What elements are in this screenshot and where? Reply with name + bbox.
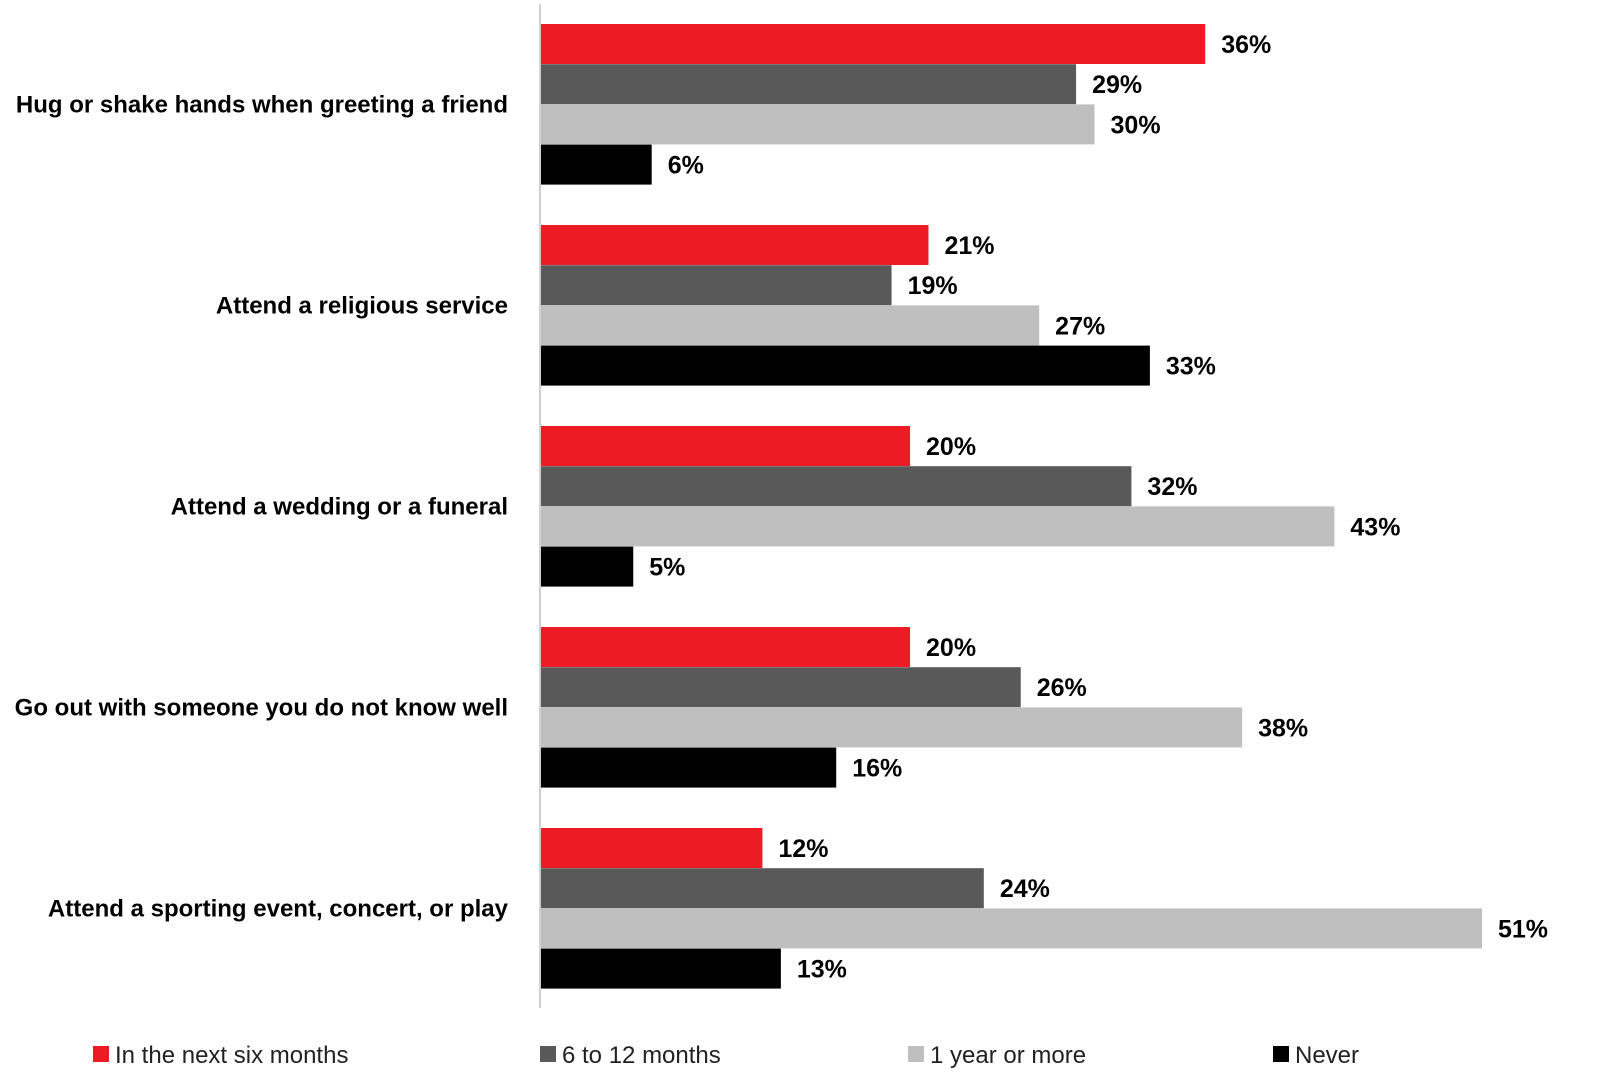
bar: [541, 948, 781, 989]
data-label: 36%: [1221, 31, 1271, 59]
data-label: 13%: [797, 956, 847, 984]
legend: In the next six months 6 to 12 months 1 ye…: [93, 1042, 1359, 1069]
bar: [541, 707, 1243, 748]
data-labels: 36% 29% 30% 6% 21% 19% 27% 33% 20% 32% 43% 5% 20% 26%…: [649, 31, 1548, 984]
data-label: 6%: [668, 152, 704, 180]
data-label: 33%: [1166, 353, 1216, 381]
legend-label: 6 to 12 months: [562, 1042, 721, 1069]
data-label: 43%: [1350, 513, 1400, 541]
category-label: Hug or shake hands when greeting a frien…: [16, 91, 508, 118]
category-label: Attend a religious service: [216, 292, 508, 319]
bar: [541, 747, 837, 788]
data-label: 27%: [1055, 312, 1105, 340]
bar: [541, 506, 1335, 547]
data-label: 30%: [1111, 111, 1161, 139]
data-label: 29%: [1092, 71, 1142, 99]
data-label: 5%: [649, 554, 685, 582]
category-label: Attend a sporting event, concert, or pla…: [48, 895, 509, 922]
category-labels: Hug or shake hands when greeting a frien…: [15, 91, 509, 922]
data-label: 21%: [944, 232, 994, 260]
data-label: 12%: [778, 835, 828, 863]
legend-label: Never: [1295, 1042, 1359, 1069]
legend-swatch: [93, 1046, 109, 1062]
data-label: 26%: [1037, 674, 1087, 702]
bar: [541, 627, 911, 667]
data-label: 20%: [926, 433, 976, 461]
bar: [541, 104, 1095, 145]
bar: [541, 305, 1040, 346]
category-label: Go out with someone you do not know well: [15, 694, 508, 721]
legend-swatch: [540, 1046, 556, 1062]
bar: [541, 64, 1077, 105]
bar: [541, 265, 892, 306]
bar: [541, 828, 763, 868]
legend-label: 1 year or more: [930, 1042, 1086, 1069]
bar: [541, 225, 929, 265]
bar: [541, 345, 1150, 386]
bar: [541, 426, 911, 466]
bar: [541, 24, 1206, 64]
bar: [541, 667, 1021, 708]
bar: [541, 144, 652, 185]
data-label: 32%: [1147, 473, 1197, 501]
category-label: Attend a wedding or a funeral: [171, 493, 508, 520]
data-label: 20%: [926, 634, 976, 662]
bar: [541, 908, 1482, 949]
bar: [541, 546, 634, 587]
data-label: 24%: [1000, 875, 1050, 903]
bar: [541, 466, 1132, 507]
legend-label: In the next six months: [115, 1042, 348, 1069]
legend-swatch: [908, 1046, 924, 1062]
legend-swatch: [1273, 1046, 1289, 1062]
data-label: 38%: [1258, 714, 1308, 742]
data-label: 51%: [1498, 915, 1548, 943]
bar-group: [541, 24, 1482, 989]
data-label: 19%: [908, 272, 958, 300]
data-label: 16%: [852, 755, 902, 783]
bar: [541, 868, 984, 909]
